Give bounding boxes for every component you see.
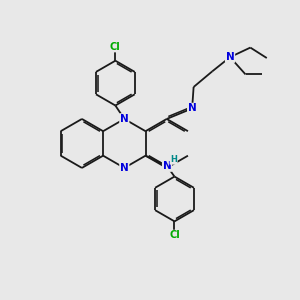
Text: N: N (226, 52, 234, 62)
Text: Cl: Cl (110, 42, 121, 52)
Text: N: N (120, 163, 129, 173)
Text: N: N (188, 103, 197, 113)
Text: N: N (120, 114, 129, 124)
Text: Cl: Cl (169, 230, 180, 240)
Text: H: H (170, 155, 177, 164)
Text: N: N (163, 161, 171, 171)
